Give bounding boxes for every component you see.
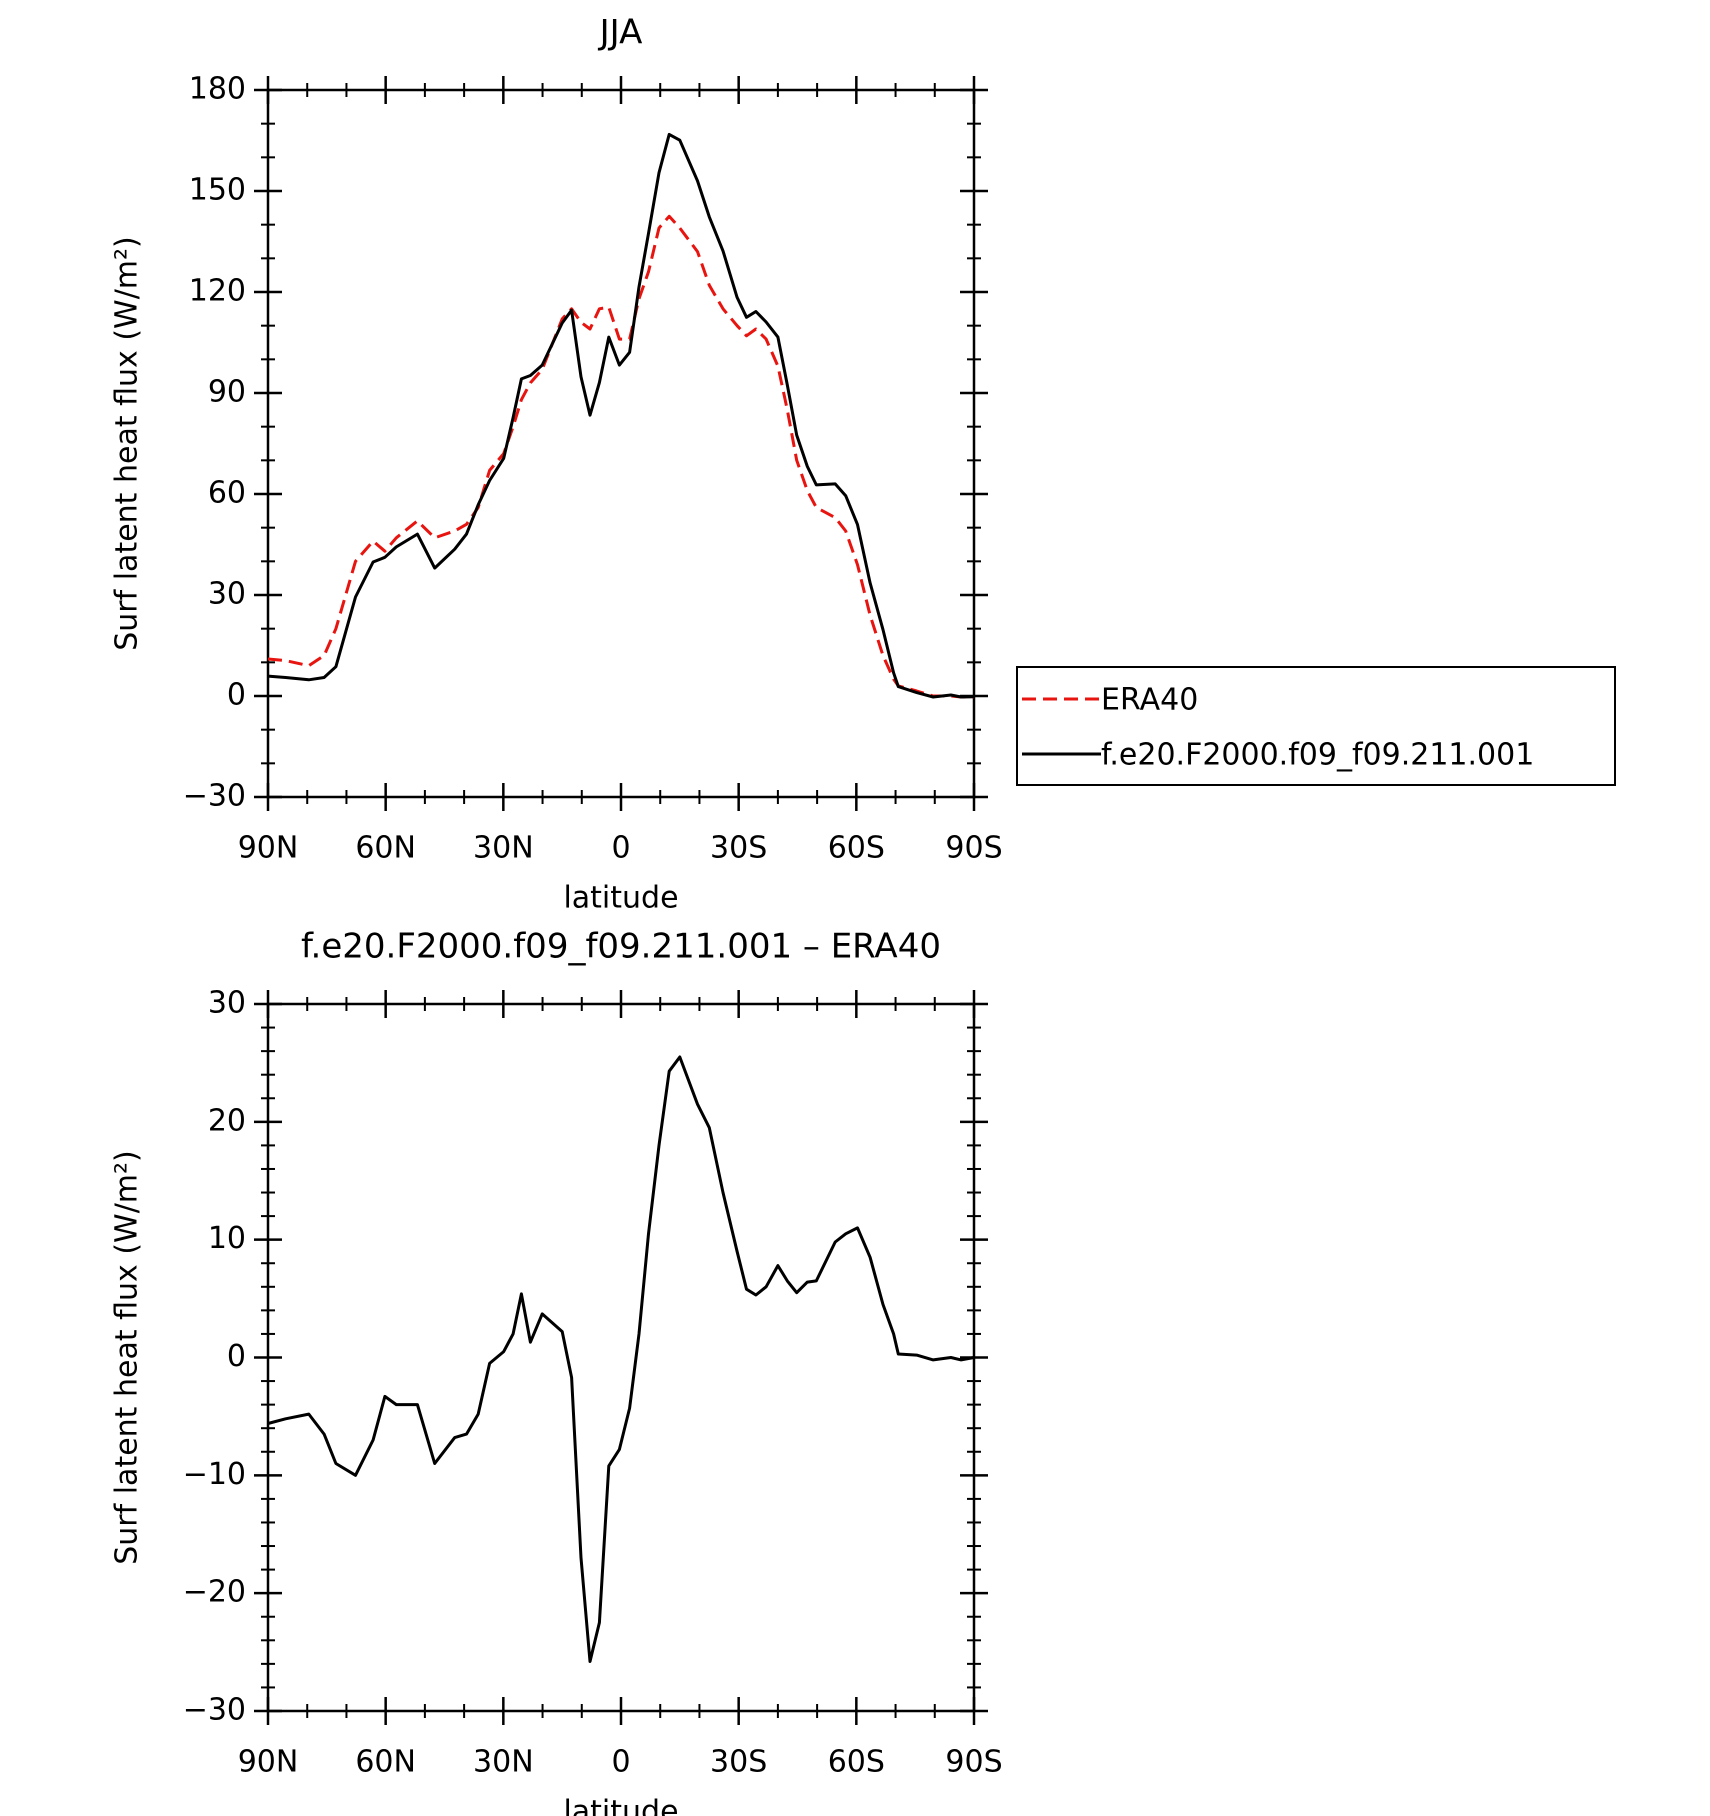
y-tick-label: 60 (208, 476, 246, 511)
x-tick-label: 60N (355, 1745, 416, 1780)
x-tick-label: 90N (238, 1745, 299, 1780)
x-tick-label: 30N (473, 831, 534, 866)
data-line (267, 214, 974, 699)
x-tick-label: 60N (355, 831, 416, 866)
x-tick-label: 0 (611, 831, 630, 866)
plot-frame (266, 88, 976, 799)
y-tick-label: 90 (208, 375, 246, 410)
data-line (267, 132, 975, 699)
y-tick-label: 30 (208, 986, 246, 1021)
chart-title: JJA (598, 13, 643, 53)
legend-label: f.e20.F2000.f09_f09.211.001 (1101, 738, 1534, 773)
y-tick-label: 0 (227, 678, 246, 713)
y-tick-label: −30 (183, 1693, 246, 1728)
y-tick-label: 10 (208, 1221, 246, 1256)
x-tick-label: 30S (710, 1745, 767, 1780)
chart-title: f.e20.F2000.f09_f09.211.001 – ERA40 (301, 927, 941, 967)
y-axis-label: Surf latent heat flux (W/m²) (110, 1150, 145, 1565)
y-tick-label: 30 (208, 577, 246, 612)
x-tick-label: 90S (945, 831, 1002, 866)
y-axis-label: Surf latent heat flux (W/m²) (110, 236, 145, 651)
x-tick-label: 90S (945, 1745, 1002, 1780)
x-tick-label: 30N (473, 1745, 534, 1780)
x-tick-label: 90N (238, 831, 299, 866)
y-tick-label: −20 (183, 1575, 246, 1610)
y-tick-label: 20 (208, 1103, 246, 1138)
x-tick-label: 60S (828, 1745, 885, 1780)
y-tick-label: 150 (189, 173, 246, 208)
x-tick-label: 30S (710, 831, 767, 866)
y-tick-label: −10 (183, 1457, 246, 1492)
y-tick-label: 180 (189, 72, 246, 107)
x-axis-label: latitude (563, 1795, 678, 1816)
y-tick-label: 120 (189, 274, 246, 309)
legend-box (1016, 666, 1616, 786)
x-tick-label: 0 (611, 1745, 630, 1780)
x-axis-label: latitude (563, 881, 678, 916)
legend-label: ERA40 (1101, 683, 1198, 718)
y-tick-label: 0 (227, 1339, 246, 1374)
y-tick-label: −30 (183, 779, 246, 814)
data-line (267, 1055, 975, 1663)
x-tick-label: 60S (828, 831, 885, 866)
plot-frame (266, 1002, 976, 1713)
